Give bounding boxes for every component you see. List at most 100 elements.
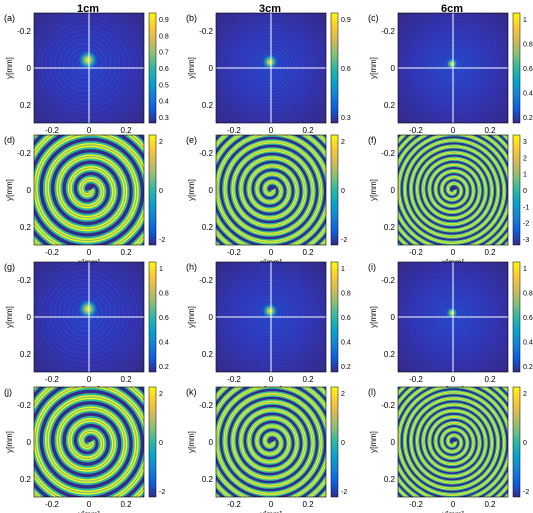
intensity-map — [34, 262, 144, 372]
y-tick-label: -0.2 — [199, 27, 213, 36]
panel-label: (b) — [186, 13, 197, 23]
colorbar-tick-label: 2 — [159, 391, 163, 398]
x-tick-label: 0.2 — [484, 248, 496, 257]
colorbar-tick-label: 1 — [341, 266, 345, 273]
colorbar-tick-label: 0.4 — [341, 340, 351, 347]
x-tick-label: 0 — [87, 500, 92, 509]
colorbar-tick-label: -3 — [523, 237, 529, 244]
y-tick-label: -0.2 — [17, 149, 31, 158]
column-title-1cm: 1cm — [77, 3, 99, 15]
colorbar — [148, 386, 157, 498]
x-tick-label: -0.2 — [227, 126, 241, 135]
phase-map — [216, 387, 326, 497]
colorbar-tick-label: 1 — [159, 266, 163, 273]
colorbar-tick-label: 0.6 — [159, 66, 169, 73]
y-tick-label: 0 — [209, 438, 214, 447]
colorbar-tick-label: 0.4 — [523, 340, 533, 347]
panel-label: (h) — [186, 262, 197, 272]
panel-label: (g) — [4, 262, 15, 272]
y-tick-label: 0 — [27, 438, 32, 447]
panel-label: (d) — [4, 135, 15, 145]
colorbar — [512, 261, 521, 373]
panel-label: (i) — [368, 262, 376, 272]
colorbar-tick-label: 0.9 — [341, 17, 351, 24]
x-axis-label: x[mm] — [78, 510, 100, 513]
colorbar-tick-label: 0.5 — [159, 82, 169, 89]
panel-b: (b)-0.200.2-0.200.2x[mm]y[mm]0.30.60.9 — [186, 12, 351, 145]
colorbar-tick-label: 2 — [523, 155, 527, 162]
intensity-map — [216, 13, 326, 123]
panel-label: (l) — [368, 387, 376, 397]
x-tick-label: 0 — [269, 126, 274, 135]
colorbar-tick-label: 0.3 — [341, 115, 351, 122]
x-axis-label: x[mm] — [260, 510, 282, 513]
colorbar-tick-label: 0.4 — [523, 91, 533, 98]
colorbar-tick-label: 2 — [341, 391, 345, 398]
x-tick-label: 0.2 — [120, 126, 132, 135]
panel-d: (d)-0.200.2-0.200.2x[mm]y[mm]-202 — [4, 134, 165, 267]
colorbar-tick-label: 2 — [523, 391, 527, 398]
x-tick-label: -0.2 — [409, 248, 423, 257]
colorbar-tick-label: -1 — [523, 204, 529, 211]
panel-label: (c) — [368, 13, 379, 23]
y-tick-label: 0.2 — [20, 475, 32, 484]
y-tick-label: 0.2 — [384, 101, 396, 110]
colorbar-tick-label: 0.9 — [159, 17, 169, 24]
y-axis-label: y[mm] — [187, 306, 196, 328]
colorbar-tick-label: 2 — [341, 139, 345, 146]
x-tick-label: 0 — [269, 500, 274, 509]
x-tick-label: -0.2 — [409, 375, 423, 384]
panel-l: (l) -0.2 0 0.2 -0.2 0 0.2 x[mm] y[mm] -2 0 2 — [368, 386, 529, 513]
x-tick-label: -0.2 — [227, 500, 241, 509]
colorbar-tick-label: 0.6 — [341, 315, 351, 322]
colorbar-tick-label: -2 — [523, 489, 529, 496]
x-tick-label: 0.2 — [120, 375, 132, 384]
phase-map — [398, 387, 508, 497]
x-tick-label: -0.2 — [45, 126, 59, 135]
colorbar — [330, 12, 339, 124]
colorbar-tick-label: 0 — [159, 188, 163, 195]
y-tick-label: 0 — [27, 313, 32, 322]
y-tick-label: -0.2 — [381, 149, 395, 158]
x-tick-label: 0.2 — [302, 375, 314, 384]
x-tick-label: 0 — [269, 375, 274, 384]
colorbar-tick-label: 0.8 — [341, 291, 351, 298]
phase-map — [216, 135, 326, 245]
x-axis-label: x[mm] — [442, 510, 464, 513]
x-tick-label: 0.2 — [302, 500, 314, 509]
y-tick-label: 0 — [391, 64, 396, 73]
colorbar-tick-label: -2 — [341, 237, 347, 244]
y-tick-label: 0 — [209, 64, 214, 73]
x-tick-label: -0.2 — [45, 375, 59, 384]
intensity-map — [216, 262, 326, 372]
y-tick-label: 0 — [391, 313, 396, 322]
column-title-3cm: 3cm — [259, 3, 281, 15]
panel-k: (k)-0.200.2-0.200.2x[mm]y[mm]-202 — [186, 386, 347, 513]
y-tick-label: -0.2 — [17, 27, 31, 36]
colorbar — [512, 12, 521, 124]
y-axis-label: y[mm] — [5, 306, 14, 328]
panel-g: (g)-0.200.2-0.200.2x[mm]y[mm]0.20.40.60.… — [4, 261, 169, 394]
y-tick-label: -0.2 — [381, 27, 395, 36]
x-tick-label: 0.2 — [302, 126, 314, 135]
y-tick-label: -0.2 — [199, 149, 213, 158]
colorbar-tick-label: 0 — [341, 440, 345, 447]
colorbar-tick-label: -2 — [159, 489, 165, 496]
y-tick-label: 0.2 — [384, 350, 396, 359]
colorbar-tick-label: 0.6 — [159, 315, 169, 322]
y-tick-label: 0 — [209, 186, 214, 195]
y-tick-label: 0 — [27, 186, 32, 195]
y-tick-label: -0.2 — [17, 276, 31, 285]
y-axis-label: y[mm] — [5, 431, 14, 453]
colorbar-tick-label: 0 — [523, 188, 527, 195]
x-tick-label: 0 — [451, 248, 456, 257]
x-tick-label: 0.2 — [302, 248, 314, 257]
colorbar — [148, 261, 157, 373]
x-tick-label: -0.2 — [227, 248, 241, 257]
colorbar-tick-label: 0.6 — [341, 66, 351, 73]
y-tick-label: 0.2 — [202, 350, 214, 359]
y-tick-label: -0.2 — [17, 401, 31, 410]
y-tick-label: -0.2 — [381, 276, 395, 285]
colorbar-tick-label: 0.4 — [159, 99, 169, 106]
panel-e: (e)-0.200.2-0.200.2x[mm]y[mm]-202 — [186, 134, 347, 267]
